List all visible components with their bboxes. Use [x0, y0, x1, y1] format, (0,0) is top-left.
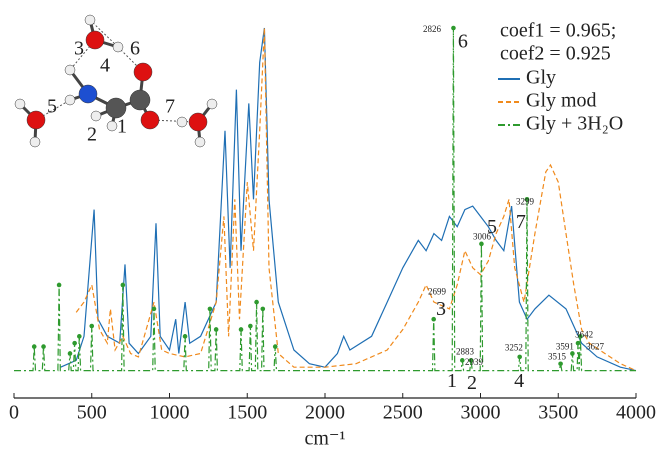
peak-marker: [152, 307, 157, 312]
peak-label: 2826: [423, 24, 442, 34]
peak-label: 3627: [586, 342, 605, 352]
x-tick-label: 1000: [150, 402, 190, 424]
peak-label: 2883: [456, 346, 475, 356]
peak-marker: [89, 324, 94, 329]
molecule-label: 2: [87, 124, 97, 146]
molecule-label: 6: [130, 38, 140, 60]
page: {"chart_data": { "type": "line", "xlabel…: [0, 0, 659, 457]
peak-label: 3591: [556, 342, 574, 352]
peak-marker: [479, 242, 484, 247]
peak-label: 3642: [575, 330, 593, 340]
peak-marker: [558, 361, 563, 366]
mode-label: 4: [514, 370, 524, 392]
mode-label: 2: [467, 372, 477, 394]
peak-marker: [261, 307, 266, 312]
atoms: [15, 15, 217, 147]
peak-marker: [121, 283, 126, 288]
molecule-label: 7: [165, 96, 175, 118]
x-tick-label: 0: [9, 402, 19, 424]
legend-label: Gly mod: [526, 90, 597, 112]
peak-marker: [273, 344, 278, 349]
peak-label: 3515: [548, 352, 567, 362]
mode-label: 5: [487, 216, 497, 238]
molecule-label: 1: [117, 116, 127, 138]
peak-label: 2939: [465, 357, 484, 367]
legend-label: Gly: [526, 67, 556, 89]
annotation: coef2 = 0.925: [500, 43, 611, 65]
mode-label: 1: [447, 370, 457, 392]
peak-marker: [183, 334, 188, 339]
molecule-label: 4: [100, 55, 110, 77]
annotation: coef1 = 0.965;: [500, 20, 616, 42]
peak-label: 2699: [428, 287, 447, 297]
peak-marker: [517, 355, 522, 360]
x-tick-label: 4000: [616, 402, 656, 424]
x-tick-label: 2000: [305, 402, 345, 424]
mode-label: 7: [516, 211, 526, 233]
x-tick-label: 2500: [383, 402, 423, 424]
molecule-label: 5: [47, 96, 57, 118]
peak-marker: [239, 327, 244, 332]
peak-marker: [214, 327, 219, 332]
peak-label: 3252: [505, 343, 523, 353]
x-tick-label: 3000: [461, 402, 501, 424]
peak-marker: [248, 324, 253, 329]
molecule-label: 3: [74, 38, 84, 60]
peak-marker: [57, 283, 62, 288]
x-tick-label: 500: [77, 402, 107, 424]
peak-marker: [576, 341, 581, 346]
peak-label: 3299: [516, 196, 535, 206]
peak-marker: [208, 307, 213, 312]
peak-marker: [570, 351, 575, 356]
mode-label: 3: [436, 298, 446, 320]
x-tick-label: 1500: [227, 402, 267, 424]
x-tick-label: 3500: [538, 402, 578, 424]
peak-marker: [41, 344, 46, 349]
peak-marker: [460, 358, 465, 363]
peak-marker: [451, 26, 456, 31]
mode-label: 6: [458, 31, 468, 53]
molecule: [15, 15, 217, 147]
peak-marker: [72, 341, 77, 346]
peak-marker: [68, 351, 73, 356]
peak-marker: [254, 300, 259, 305]
legend-label: Gly + 3H₂O: [526, 113, 623, 135]
peak-marker: [32, 344, 37, 349]
x-axis-label: cm⁻¹: [305, 428, 346, 450]
chart: 0 500 1000 1500 2000 2500 3000 3500 4000 cm⁻¹ 2826…: [0, 0, 659, 457]
peak-marker: [77, 334, 82, 339]
